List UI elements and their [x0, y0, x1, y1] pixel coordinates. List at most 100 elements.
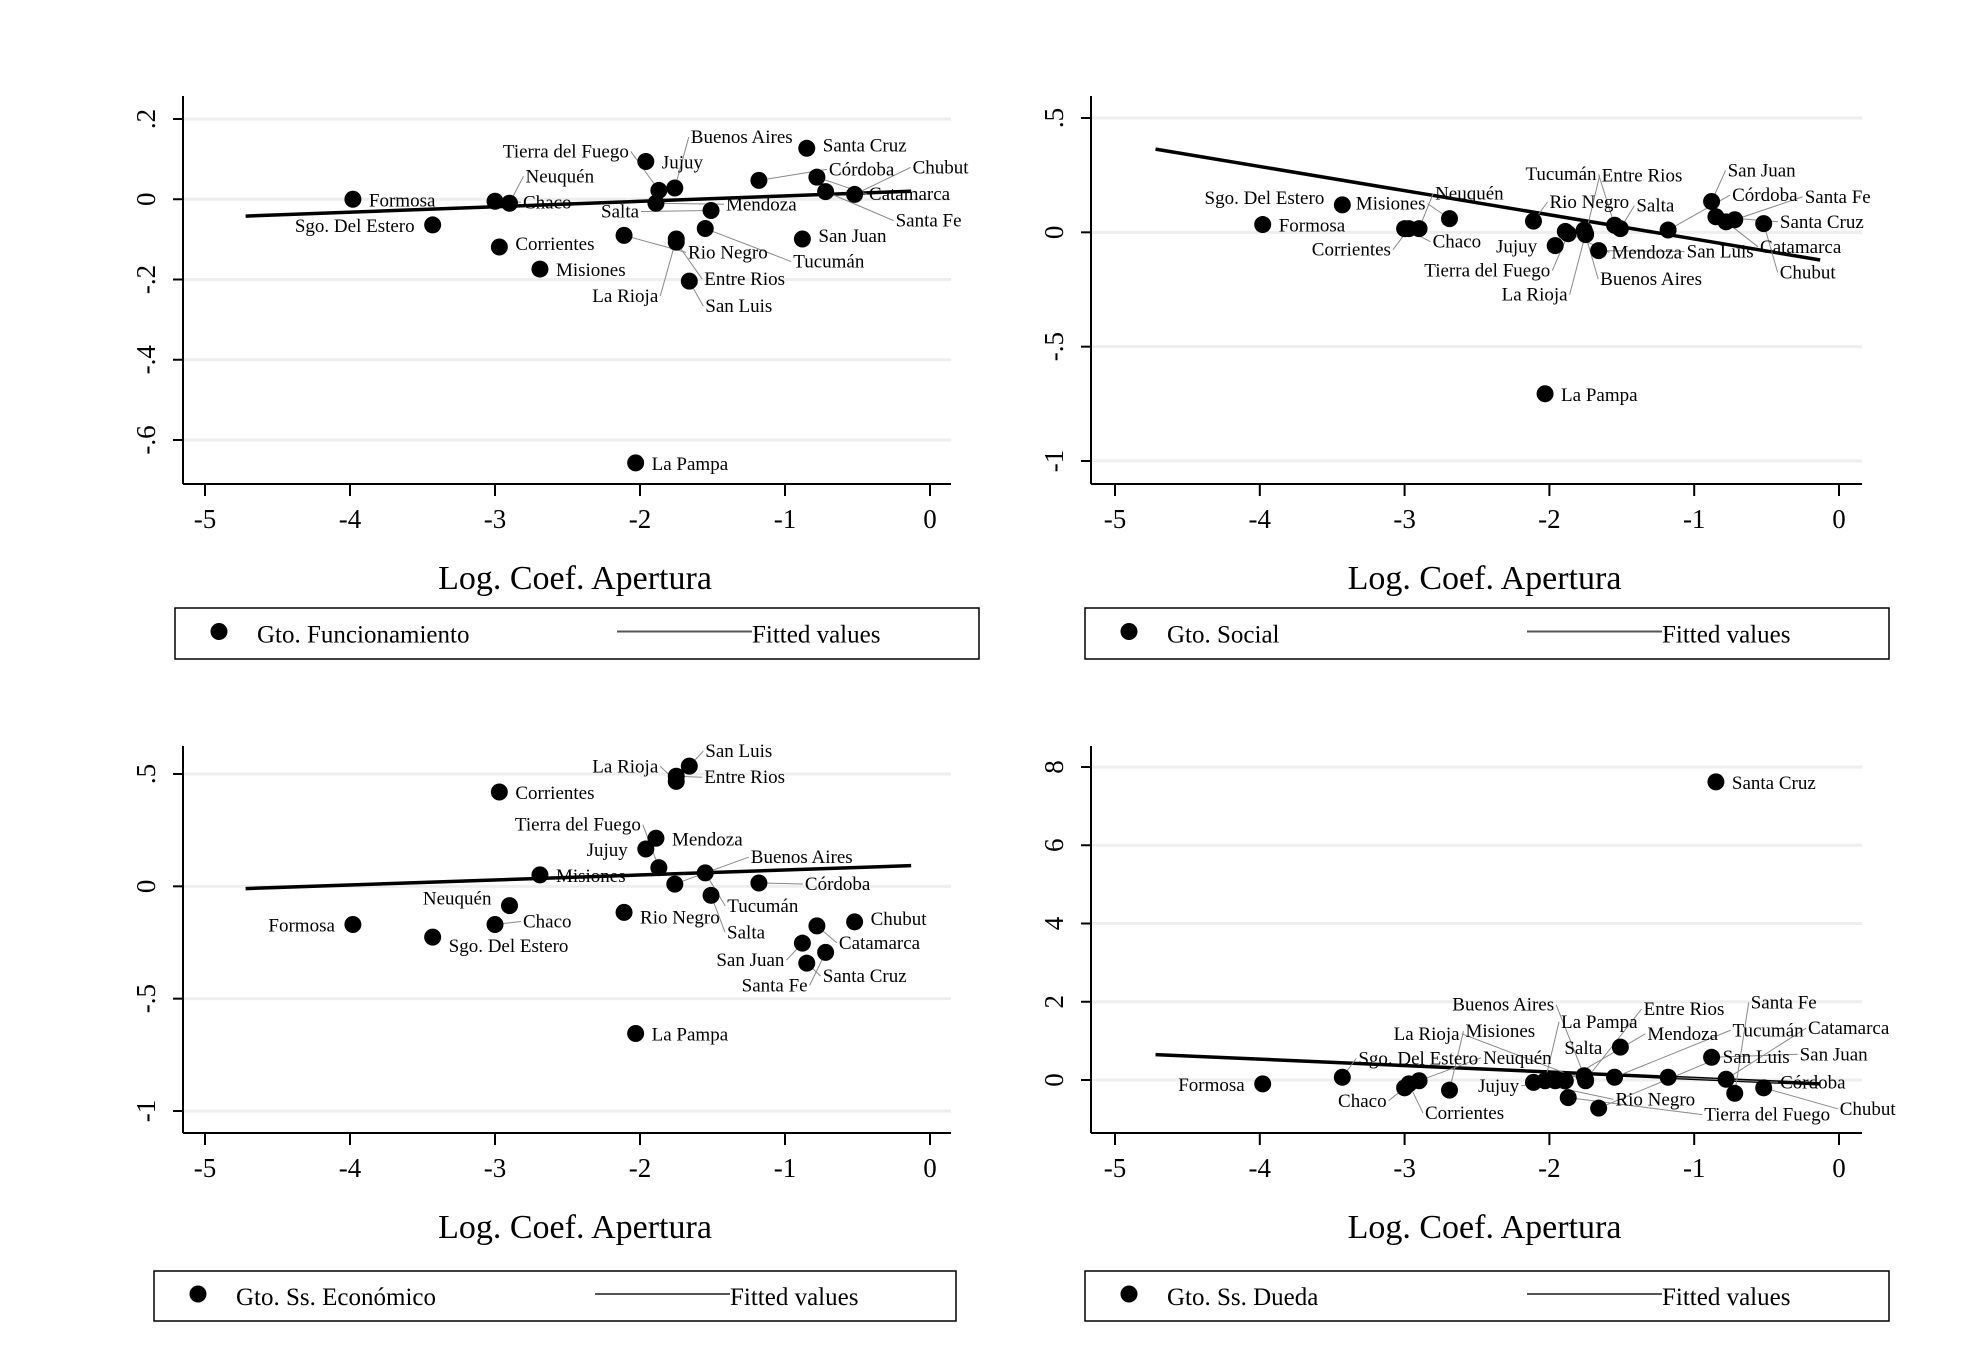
point-label: Catamarca — [869, 184, 951, 205]
point-label: Mendoza — [1611, 242, 1682, 263]
point-label: Chubut — [913, 157, 970, 178]
legend-marker — [1120, 1285, 1138, 1303]
legend-box — [1084, 607, 1890, 660]
data-point — [1755, 1079, 1773, 1097]
point-label: La Pampa — [652, 454, 729, 475]
legend-marker — [1120, 623, 1138, 640]
point-label: Corrientes — [1425, 1103, 1504, 1124]
point-label: Entre Rios — [1602, 166, 1683, 187]
panel-3: .5 0 -.5 -1 -5 -4 -3 -2 -1 0 Log. Coef. Apertura Gt… — [131, 741, 957, 1322]
panel-4: 8 6 4 2 0 -5 -4 -3 -2 -1 0 Log. Coef. Apertura Gto. … — [1039, 746, 1897, 1322]
data-point — [808, 168, 826, 186]
point-label: Misiones — [1465, 1021, 1535, 1042]
data-point — [667, 230, 685, 248]
data-point — [680, 757, 698, 775]
fitted-line — [245, 863, 912, 891]
x-axis-title: Log. Coef. Apertura — [1348, 560, 1622, 597]
x-tick-label: -5 — [194, 1153, 217, 1183]
data-point — [1546, 237, 1564, 255]
data-point — [1333, 1068, 1351, 1086]
label-leader-line — [641, 209, 712, 212]
point-label: San Luis — [1723, 1047, 1790, 1068]
x-tick-label: -5 — [1104, 1153, 1127, 1183]
point-label: Corrientes — [515, 783, 594, 804]
point-label: La Pampa — [1561, 385, 1638, 406]
x-tick-label: 0 — [923, 504, 937, 534]
data-point — [846, 913, 864, 931]
data-point — [1606, 1068, 1624, 1086]
point-label: Salta — [727, 922, 766, 943]
data-point — [793, 934, 811, 952]
point-label: Salta — [1564, 1038, 1603, 1059]
point-label: Jujuy — [1478, 1076, 1520, 1097]
y-tick-label: .5 — [1039, 108, 1069, 128]
point-label: Catamarca — [839, 933, 921, 954]
x-tick-label: 0 — [1832, 504, 1846, 534]
x-tick-label: -3 — [1393, 504, 1416, 534]
data-point — [490, 783, 508, 801]
data-point — [344, 916, 362, 934]
data-point — [1559, 225, 1577, 243]
point-label: Santa Cruz — [823, 966, 907, 987]
point-label: Santa Fe — [896, 211, 962, 232]
y-tick-label: 2 — [1039, 995, 1069, 1009]
label-leader-line — [825, 191, 894, 222]
x-tick-label: -2 — [629, 1153, 652, 1183]
label-leader-line — [1598, 1056, 1721, 1109]
point-label: Tierra del Fuego — [503, 141, 629, 162]
point-label: Santa Fe — [742, 975, 808, 996]
data-point — [817, 943, 835, 961]
data-point — [1726, 1084, 1744, 1102]
data-point — [750, 874, 768, 892]
data-point — [680, 272, 698, 290]
x-tick-label: -2 — [1538, 1153, 1561, 1183]
point-label: Neuquén — [1483, 1048, 1552, 1069]
point-label: Catamarca — [1808, 1018, 1890, 1039]
point-label: Chubut — [871, 909, 928, 930]
label-leader-line — [1725, 1027, 1807, 1080]
point-label: Tierra del Fuego — [1424, 261, 1550, 282]
point-label: Córdoba — [829, 159, 895, 180]
data-point — [1333, 196, 1351, 214]
x-tick-label: -2 — [1538, 504, 1561, 534]
point-label: Rio Negro — [1549, 192, 1629, 213]
legend: Gto. Social Fitted values — [1084, 607, 1890, 660]
point-label: Misiones — [556, 260, 626, 281]
y-tick-label: 0 — [1039, 1073, 1069, 1087]
point-label: Entre Rios — [704, 767, 785, 788]
label-leader-line — [854, 166, 911, 195]
y-tick-label: -1 — [1039, 450, 1069, 473]
data-point — [486, 916, 504, 934]
data-point — [1254, 1075, 1272, 1093]
data-point — [531, 260, 549, 278]
point-label: Santa Fe — [1805, 187, 1871, 208]
data-point — [1717, 1070, 1735, 1088]
legend-fit-label: Fitted values — [752, 622, 880, 649]
data-point — [666, 179, 684, 197]
y-tick-label: 6 — [1039, 839, 1069, 853]
data-point — [424, 928, 442, 946]
point-label: Buenos Aires — [691, 127, 793, 148]
legend-box — [153, 1270, 957, 1322]
point-label: Neuquén — [526, 166, 595, 187]
y-tick-label: .2 — [131, 109, 161, 129]
data-point — [667, 772, 685, 790]
point-label: Mendoza — [672, 829, 743, 850]
point-label: Tierra del Fuego — [1704, 1105, 1830, 1126]
y-tick-label: -1 — [131, 1100, 161, 1123]
legend-series-label: Gto. Ss. Económico — [236, 1284, 436, 1311]
y-tick-label: -.2 — [131, 265, 161, 294]
point-label: Tucumán — [727, 896, 799, 917]
data-point — [750, 171, 768, 189]
point-label: Córdoba — [1732, 185, 1798, 206]
label-leader-line — [1418, 1057, 1482, 1082]
point-label: Sgo. Del Estero — [1358, 1048, 1478, 1069]
x-tick-label: -3 — [484, 1153, 507, 1183]
point-label: Salta — [601, 201, 640, 222]
point-label: Chubut — [1840, 1099, 1897, 1120]
point-label: La Rioja — [1394, 1024, 1461, 1045]
data-point — [1410, 1072, 1428, 1090]
point-label: Sgo. Del Estero — [1205, 188, 1325, 209]
data-point — [1440, 210, 1458, 228]
point-label: Chaco — [523, 192, 572, 213]
